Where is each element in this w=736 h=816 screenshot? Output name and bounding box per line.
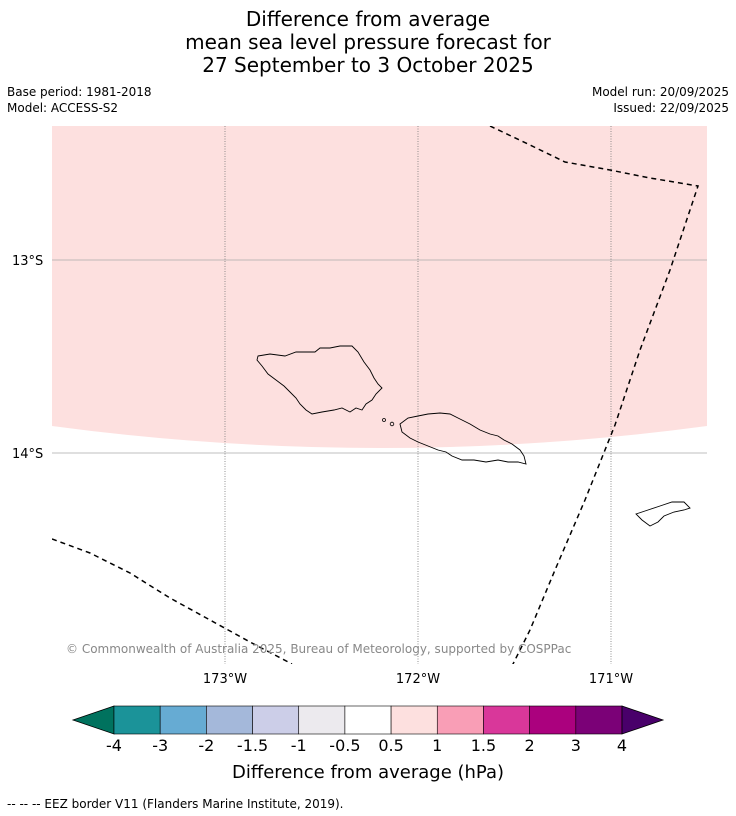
- colorbar-tick-label: 0.5: [378, 736, 403, 755]
- eez-border-southwest: [52, 538, 293, 664]
- base-period: Base period: 1981-2018: [7, 85, 152, 99]
- colorbar-segment-5: [298, 705, 346, 735]
- islet-manono: [389, 421, 395, 427]
- colorbar-segment-10: [529, 705, 577, 735]
- colorbar-tick-label: -3: [152, 736, 168, 755]
- colorbar-tick-label: 1: [432, 736, 442, 755]
- colorbar-extend-low: [71, 705, 115, 735]
- copyright-notice: © Commonwealth of Australia 2025, Bureau…: [66, 642, 571, 656]
- island-savaii: [256, 345, 383, 415]
- colorbar-tick-label: -2: [198, 736, 214, 755]
- islet-apolima: [382, 418, 386, 422]
- lon-label-173w: 173°W: [203, 672, 247, 687]
- lat-label-14s: 14°S: [12, 447, 43, 462]
- meta-right: Model run: 20/09/2025 Issued: 22/09/2025: [592, 84, 729, 116]
- map-title: Difference from average mean sea level p…: [0, 8, 736, 77]
- title-line-2: mean sea level pressure forecast for: [185, 30, 551, 54]
- lat-label-13s: 13°S: [12, 254, 43, 269]
- lon-label-171w: 171°W: [589, 672, 633, 687]
- colorbar-tick-label: -4: [106, 736, 122, 755]
- anomaly-region-0.5-1: [52, 126, 707, 448]
- colorbar: -4 -3 -2 -1.5 -1 -0.5 0.5 1 1.5 2 3 4: [71, 705, 665, 755]
- colorbar-label: Difference from average (hPa): [231, 762, 505, 783]
- colorbar-segment-2: [159, 705, 207, 735]
- colorbar-tick-label: 3: [571, 736, 581, 755]
- colorbar-tick-label: 1.5: [471, 736, 496, 755]
- colorbar-segment-8: [436, 705, 484, 735]
- colorbar-tick-label: -1.5: [237, 736, 268, 755]
- issued-date: Issued: 22/09/2025: [613, 101, 729, 115]
- model-run: Model run: 20/09/2025: [591, 85, 729, 99]
- meta-left: Base period: 1981-2018 Model: ACCESS-S2: [7, 84, 152, 116]
- colorbar-segment-9: [483, 705, 530, 735]
- lon-label-172w: 172°W: [396, 672, 440, 687]
- colorbar-segment-3: [206, 705, 253, 735]
- colorbar-tick-label: 2: [525, 736, 535, 755]
- colorbar-extend-high: [621, 705, 665, 735]
- colorbar-segment-11: [575, 705, 623, 735]
- colorbar-segment-7: [390, 705, 438, 735]
- model-name: Model: ACCESS-S2: [7, 101, 119, 115]
- island-upolu: [399, 412, 527, 465]
- title-line-3: 27 September to 3 October 2025: [202, 53, 534, 77]
- colorbar-segment-4: [252, 705, 300, 735]
- colorbar-segment-1: [113, 705, 161, 735]
- colorbar-segment-6: [344, 705, 392, 735]
- title-line-1: Difference from average: [245, 7, 491, 31]
- island-tutuila: [635, 501, 691, 527]
- colorbar-tick-label: -1: [291, 736, 307, 755]
- eez-border-northeast: [489, 126, 699, 664]
- map-area: © Commonwealth of Australia 2025, Bureau…: [52, 126, 707, 664]
- eez-footnote: -- -- -- EEZ border V11 (Flanders Marine…: [7, 797, 344, 811]
- colorbar-tick-label: -0.5: [329, 736, 360, 755]
- colorbar-tick-label: 4: [617, 736, 627, 755]
